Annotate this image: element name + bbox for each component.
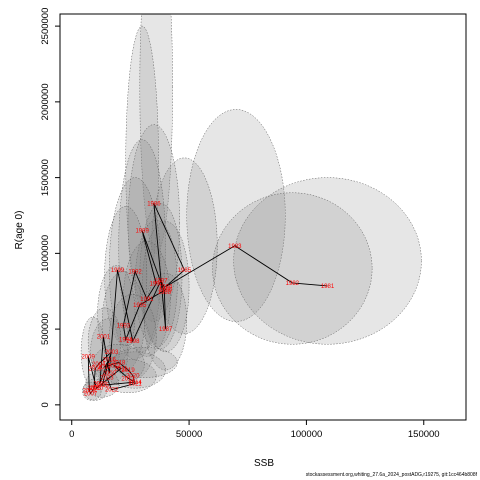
year-label-1990: 1990 — [150, 282, 164, 288]
year-label-1984: 1984 — [159, 285, 173, 291]
year-label-2016: 2016 — [103, 357, 117, 363]
year-label-2018: 2018 — [112, 360, 126, 366]
year-label-1998: 1998 — [126, 339, 140, 345]
confidence-ellipse — [118, 139, 166, 353]
year-label-2017: 2017 — [98, 365, 112, 371]
year-label-1993: 1993 — [117, 323, 131, 329]
x-tick-label: 50000 — [176, 429, 202, 440]
year-label-2009: 2009 — [81, 354, 95, 360]
year-label-2008: 2008 — [83, 388, 97, 394]
year-label-2013: 2013 — [121, 376, 135, 382]
y-axis-title: R(age 0) — [14, 211, 25, 250]
confidence-ellipse — [127, 124, 180, 322]
year-label-1996: 1996 — [159, 288, 173, 294]
plot-frame — [59, 13, 467, 421]
year-label-2011: 2011 — [115, 366, 129, 372]
confidence-ellipse — [104, 351, 166, 389]
y-tick-label: 0 — [40, 402, 51, 407]
year-label-2003: 2003 — [105, 350, 119, 356]
year-label-2005: 2005 — [89, 366, 103, 372]
year-label-2023: 2023 — [100, 376, 114, 382]
x-tick-label: 100000 — [291, 429, 323, 440]
confidence-ellipse — [104, 206, 148, 347]
y-tick-label: 1500000 — [40, 159, 51, 196]
year-label-2001: 2001 — [97, 335, 111, 341]
year-label-1989: 1989 — [135, 229, 149, 235]
year-label-2007: 2007 — [84, 391, 98, 397]
year-label-2002: 2002 — [93, 382, 107, 388]
confidence-ellipse — [80, 316, 105, 387]
year-label-1982: 1982 — [286, 281, 300, 287]
x-axis-title: SSB — [254, 458, 274, 469]
year-label-1988: 1988 — [158, 290, 172, 296]
year-label-1994: 1994 — [119, 338, 133, 344]
year-label-1999: 1999 — [111, 268, 125, 274]
confidence-ellipse — [101, 271, 145, 372]
year-label-1987: 1987 — [159, 327, 173, 333]
year-label-1986: 1986 — [147, 201, 161, 207]
y-tick-label: 500000 — [40, 313, 51, 345]
y-axis: 0 500000 1000000 1500000 2000000 2500000 — [40, 8, 60, 407]
confidence-ellipse — [90, 318, 129, 386]
confidence-ellipse — [186, 109, 286, 322]
year-label-1981: 1981 — [321, 284, 335, 290]
confidence-ellipse — [151, 157, 218, 334]
y-tick-label: 2500000 — [40, 8, 51, 45]
confidence-ellipse — [233, 177, 422, 345]
year-label-2021: 2021 — [128, 382, 142, 388]
year-label-2010: 2010 — [90, 386, 104, 392]
year-label-1983: 1983 — [228, 244, 242, 250]
year-label-1991: 1991 — [140, 297, 154, 303]
recruitment-trajectory-line — [87, 203, 328, 395]
year-label-1997: 1997 — [154, 279, 168, 285]
year-label-2000: 2000 — [103, 371, 117, 377]
trajectory-layer — [87, 203, 328, 395]
year-label-1992: 1992 — [128, 270, 142, 276]
x-axis: 0 50000 100000 150000 — [69, 420, 440, 440]
x-tick-label: 0 — [69, 429, 74, 440]
ellipses-layer — [80, 14, 422, 401]
year-label-2006: 2006 — [87, 386, 101, 392]
year-label-1995: 1995 — [133, 303, 147, 309]
year-labels-layer: 1981 1982 1983 1984 1985 1986 1987 1988 1989 1990… — [81, 201, 334, 397]
y-tick-label: 2000000 — [40, 83, 51, 120]
confidence-ellipse — [125, 25, 159, 300]
footer-credit: stockassessment.org,whiting_27.6a_2024_p… — [305, 472, 477, 478]
confidence-ellipse — [139, 14, 173, 254]
year-label-2020: 2020 — [126, 373, 140, 379]
year-label-2012: 2012 — [107, 363, 121, 369]
confidence-ellipse — [212, 192, 373, 345]
x-tick-label: 150000 — [408, 429, 440, 440]
year-label-2022: 2022 — [105, 388, 119, 394]
year-label-2014: 2014 — [128, 380, 142, 386]
confidence-ellipse — [109, 177, 162, 360]
year-label-2019: 2019 — [121, 368, 135, 374]
y-tick-label: 1000000 — [40, 235, 51, 272]
year-label-1985: 1985 — [178, 268, 192, 274]
year-label-2004: 2004 — [92, 362, 106, 368]
year-label-2015: 2015 — [96, 383, 110, 389]
